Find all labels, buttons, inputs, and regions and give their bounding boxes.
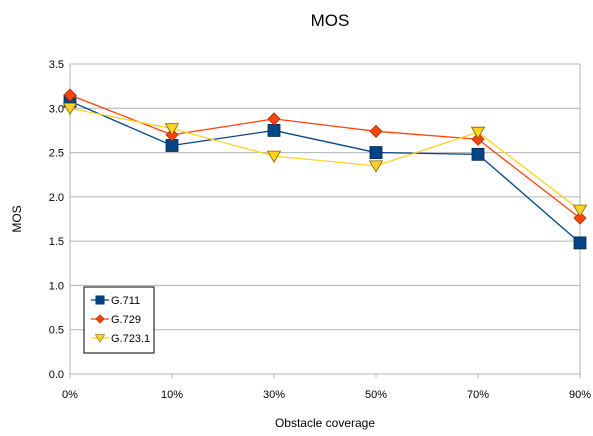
y-tick-labels: 0.0 0.5 1.0 1.5 2.0 2.5 3.0 3.5 <box>49 59 64 381</box>
y-tick-label: 2.5 <box>49 148 64 160</box>
y-axis-label: MOS <box>10 205 24 232</box>
data-point-g-711 <box>471 147 485 161</box>
series-line-g-723-1 <box>69 107 581 211</box>
legend-entry-g-723-1: G.723.1 <box>91 333 150 345</box>
series-line-g-729 <box>69 94 581 219</box>
y-tick-label: 0.0 <box>49 369 64 381</box>
chart-title: MOS <box>311 11 350 30</box>
data-point-g-729 <box>573 211 587 225</box>
y-tick-label: 0.5 <box>49 325 64 337</box>
data-point-g-729 <box>267 112 281 126</box>
legend-label: G.729 <box>111 314 141 326</box>
x-tick-labels: 0% 10% 30% 50% 70% 90% <box>62 374 591 401</box>
legend-entry-g-711: G.711 <box>91 295 140 307</box>
data-point-g-711 <box>573 236 587 250</box>
y-tick-label: 1.5 <box>49 236 64 248</box>
x-tick-label: 10% <box>161 389 183 401</box>
x-axis-label: Obstacle coverage <box>275 416 375 430</box>
x-tick-label: 90% <box>569 389 591 401</box>
x-tick-label: 70% <box>467 389 489 401</box>
legend-label: G.711 <box>111 295 140 307</box>
x-tick-label: 50% <box>365 389 387 401</box>
y-tick-label: 2.0 <box>49 192 64 204</box>
series-line-g-711 <box>69 100 581 244</box>
series-g-729 <box>63 88 587 225</box>
series-g-711 <box>63 94 587 250</box>
data-point-g-723-1 <box>368 160 384 173</box>
data-point-g-711 <box>267 124 281 137</box>
data-point-g-723-1 <box>572 204 588 217</box>
data-point-g-723-1 <box>164 123 180 136</box>
data-point-g-729 <box>63 88 77 102</box>
y-tick-label: 3.5 <box>49 59 64 71</box>
series-g-723-1 <box>62 102 588 217</box>
data-point-g-723-1 <box>470 126 486 139</box>
legend-label: G.723.1 <box>111 333 150 345</box>
x-tick-label: 30% <box>263 389 285 401</box>
y-tick-label: 1.0 <box>49 280 64 292</box>
data-point-g-723-1 <box>266 150 282 163</box>
grid-lines <box>70 63 580 375</box>
y-tick-label: 3.0 <box>49 103 64 115</box>
series-group <box>62 88 588 250</box>
legend: G.711 G.729 G.723.1 <box>83 286 155 354</box>
legend-entry-g-729: G.729 <box>91 314 141 326</box>
x-tick-label: 0% <box>62 389 78 401</box>
data-point-g-729 <box>369 124 383 138</box>
legend-marker <box>95 314 105 324</box>
data-point-g-723-1 <box>62 102 78 116</box>
legend-marker <box>95 295 105 305</box>
data-point-g-711 <box>369 146 383 159</box>
legend-marker <box>94 334 106 343</box>
data-point-g-729 <box>471 132 485 146</box>
